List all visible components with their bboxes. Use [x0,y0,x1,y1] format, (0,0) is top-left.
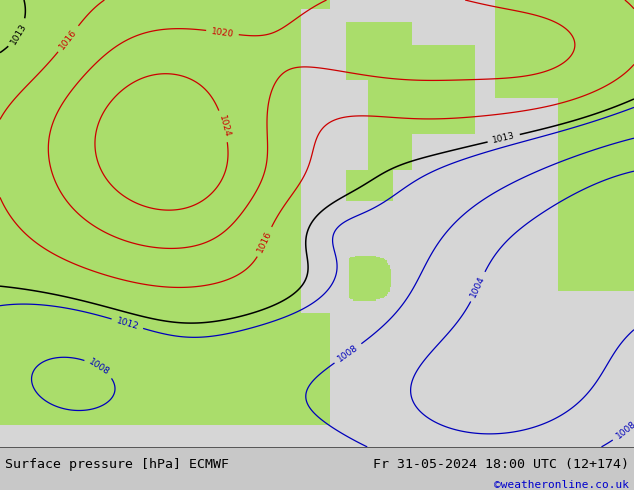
Text: 1016: 1016 [256,230,274,254]
Text: 1020: 1020 [210,26,235,39]
Text: 1013: 1013 [491,131,516,145]
Text: 1012: 1012 [115,316,139,331]
Text: 1016: 1016 [58,27,79,51]
Text: 1004: 1004 [469,274,487,299]
Text: ©weatheronline.co.uk: ©weatheronline.co.uk [494,480,629,490]
Text: 1008: 1008 [87,357,112,377]
Text: Fr 31-05-2024 18:00 UTC (12+174): Fr 31-05-2024 18:00 UTC (12+174) [373,458,629,470]
Text: 1008: 1008 [614,419,634,441]
Text: 1013: 1013 [9,22,29,46]
Text: Surface pressure [hPa] ECMWF: Surface pressure [hPa] ECMWF [5,458,229,470]
Text: 1008: 1008 [336,343,360,364]
Text: 1024: 1024 [217,114,231,138]
